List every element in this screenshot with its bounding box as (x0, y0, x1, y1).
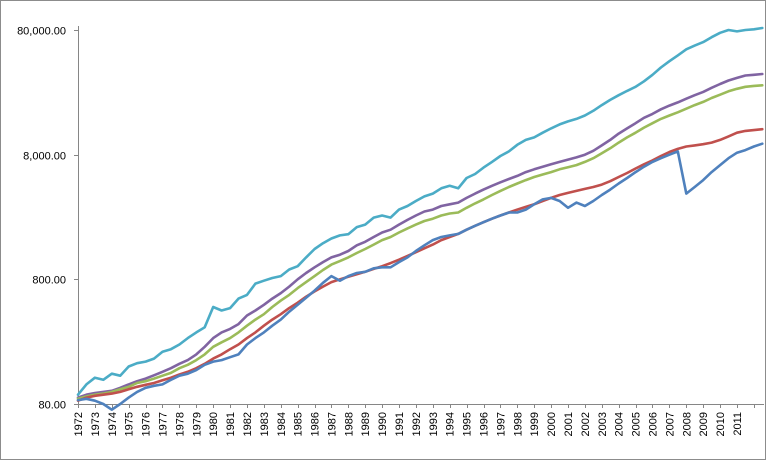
x-tick-label: 1977 (157, 412, 169, 436)
x-tick-label: 1974 (107, 412, 119, 436)
x-tick-label: 2005 (631, 412, 643, 436)
x-tick-label: 1994 (445, 412, 457, 436)
x-tick-label: 1973 (90, 412, 102, 436)
series-line-3 (76, 84, 764, 401)
series-line-2 (76, 72, 764, 399)
series-line-4 (76, 127, 764, 403)
x-tick-label: 1996 (479, 412, 491, 436)
x-tick-label: 1989 (360, 412, 372, 436)
x-tick-label: 1991 (394, 412, 406, 436)
x-tick-label: 1976 (141, 412, 153, 436)
y-tick-label: 80.00 (38, 400, 66, 412)
x-tick-label: 1987 (326, 412, 338, 436)
x-tick-label: 2001 (563, 412, 575, 436)
x-tick-label: 2008 (681, 412, 693, 436)
x-tick-label: 1997 (495, 412, 507, 436)
x-axis-labels: 1972 1973 1974 1975 1976 1977 1978 1979 1980 1981… (73, 412, 744, 436)
series-line-1 (76, 26, 764, 397)
x-tick-label: 1985 (293, 412, 305, 436)
y-tick-label: 8,000.00 (23, 151, 66, 163)
x-tick-label: 1978 (174, 412, 186, 436)
x-tick-label: 1975 (124, 412, 136, 436)
x-tick-label: 1992 (411, 412, 423, 436)
x-tick-label: 1981 (225, 412, 237, 436)
x-tick-label: 1979 (191, 412, 203, 436)
x-tick-label: 2004 (614, 412, 626, 436)
x-tick-label: 2002 (580, 412, 592, 436)
series-lines (76, 26, 764, 412)
x-tick-label: 1980 (208, 412, 220, 436)
x-tick-label: 1988 (343, 412, 355, 436)
series-line-5 (76, 142, 764, 412)
x-tick-label: 2000 (546, 412, 558, 436)
x-tick-label: 2011 (732, 412, 744, 436)
x-tick-label: 1972 (73, 412, 85, 436)
x-tick-label: 2009 (698, 412, 710, 436)
y-axis-labels: 80.00 800.00 8,000.00 80,000.00 (17, 26, 66, 412)
y-tick-label: 80,000.00 (17, 26, 66, 38)
x-tick-label: 1998 (512, 412, 524, 436)
x-tick-label: 2003 (597, 412, 609, 436)
x-tick-label: 1993 (428, 412, 440, 436)
x-tick-label: 1984 (276, 412, 288, 436)
x-tick-label: 2006 (647, 412, 659, 436)
x-axis-ticks (78, 404, 755, 408)
x-tick-label: 2010 (715, 412, 727, 436)
x-tick-label: 1999 (529, 412, 541, 436)
y-axis-ticks (74, 30, 78, 405)
x-tick-label: 2007 (664, 412, 676, 436)
x-tick-label: 1983 (259, 412, 271, 436)
x-tick-label: 1986 (310, 412, 322, 436)
x-tick-label: 1990 (377, 412, 389, 436)
y-tick-label: 800.00 (32, 275, 66, 287)
x-tick-label: 1982 (242, 412, 254, 436)
x-tick-label: 1995 (462, 412, 474, 436)
